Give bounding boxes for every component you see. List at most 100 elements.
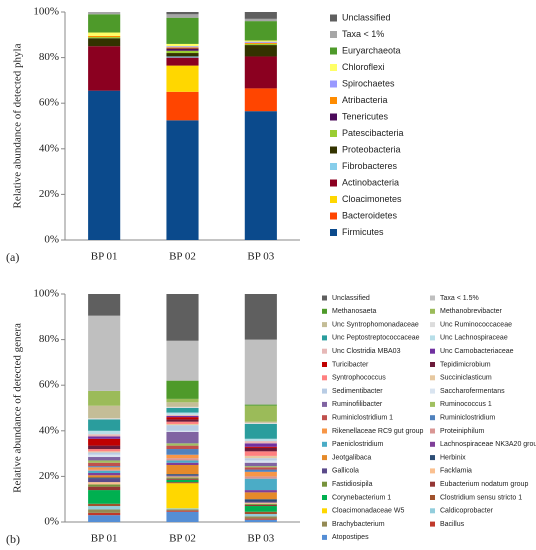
legend-swatch bbox=[322, 308, 327, 314]
bar-segment bbox=[166, 425, 199, 431]
y-tick-label: 100% bbox=[33, 6, 59, 18]
bar-segment bbox=[244, 423, 277, 439]
bar-segment bbox=[166, 414, 199, 416]
bar-segment bbox=[88, 90, 121, 240]
bar-segment bbox=[88, 515, 121, 522]
bar-segment bbox=[88, 490, 121, 504]
x-tick-label: BP 03 bbox=[247, 533, 274, 545]
legend-label: Herbinix bbox=[440, 454, 466, 461]
bar-segment bbox=[166, 509, 199, 511]
bar-segment bbox=[244, 339, 277, 405]
bar-segment bbox=[88, 469, 121, 471]
legend-swatch bbox=[430, 495, 435, 500]
legend-swatch bbox=[322, 415, 327, 421]
legend-label: Actinobacteria bbox=[342, 177, 399, 187]
bar-segment bbox=[244, 40, 277, 42]
bar-segment bbox=[166, 408, 199, 413]
y-tick-label: 60% bbox=[39, 97, 59, 109]
legend-label: Firmicutes bbox=[342, 227, 384, 237]
legend-swatch bbox=[330, 64, 337, 71]
legend-label: Unc Syntrophomonadaceae bbox=[332, 321, 419, 328]
legend-swatch bbox=[322, 508, 327, 514]
bar-segment bbox=[88, 434, 121, 437]
legend-label: Ruminofilibacter bbox=[332, 401, 383, 408]
bar-segment bbox=[166, 474, 199, 476]
legend-label: Eubacterium nodatum group bbox=[440, 481, 528, 488]
bar-segment bbox=[166, 65, 199, 92]
legend-swatch bbox=[330, 130, 337, 137]
legend-swatch bbox=[322, 534, 327, 540]
bar-segment bbox=[244, 111, 277, 241]
bar-segment bbox=[244, 43, 277, 46]
legend-swatch bbox=[322, 322, 327, 328]
y-tick-label: 80% bbox=[39, 51, 59, 63]
bar-segment bbox=[166, 483, 199, 509]
bar-segment bbox=[88, 506, 121, 510]
legend-swatch bbox=[430, 308, 435, 314]
bar-segment bbox=[88, 436, 121, 439]
legend-label: Tenericutes bbox=[342, 111, 389, 121]
bar-segment bbox=[88, 466, 121, 468]
bar-segment bbox=[166, 477, 199, 479]
legend-label: Unclassified bbox=[332, 295, 370, 302]
legend-swatch bbox=[330, 14, 337, 22]
legend-swatch bbox=[330, 113, 337, 121]
legend-swatch bbox=[322, 401, 327, 407]
bar-segment bbox=[166, 46, 199, 48]
bar-segment bbox=[166, 340, 199, 381]
bar-segment bbox=[244, 438, 277, 442]
legend-swatch bbox=[322, 375, 327, 381]
bar-segment bbox=[88, 14, 121, 33]
bar-segment bbox=[88, 38, 121, 47]
legend-swatch bbox=[430, 362, 435, 367]
bar-segment bbox=[166, 17, 199, 44]
x-tick-label: BP 01 bbox=[91, 251, 118, 263]
legend-label: Patescibacteria bbox=[342, 128, 404, 138]
legend-label: Methanobrevibacter bbox=[440, 308, 503, 315]
legend-label: Rikenellaceae RC9 gut group bbox=[332, 428, 424, 435]
legend-swatch bbox=[330, 80, 337, 88]
x-tick-label: BP 02 bbox=[169, 533, 196, 545]
legend-swatch bbox=[322, 441, 327, 447]
legend-swatch bbox=[330, 196, 337, 203]
bar-segment bbox=[88, 12, 121, 15]
legend-swatch bbox=[430, 322, 435, 328]
bar-segment bbox=[244, 466, 277, 468]
bar-segment bbox=[244, 56, 277, 89]
legend-label: Unc Carnobacteriaceae bbox=[440, 348, 514, 355]
bar-segment bbox=[244, 467, 277, 470]
bar-segment bbox=[244, 476, 277, 479]
bar-segment bbox=[88, 462, 121, 467]
panel-label: (a) bbox=[6, 250, 19, 264]
bar-segment bbox=[244, 446, 277, 448]
legend-label: Spirochaetes bbox=[342, 78, 395, 88]
legend-swatch bbox=[430, 295, 435, 301]
bar-segment bbox=[166, 91, 199, 121]
bar-segment bbox=[166, 430, 199, 432]
bar-segment bbox=[88, 503, 121, 507]
bar-segment bbox=[166, 462, 199, 465]
legend-label: Cloacimonadaceae W5 bbox=[332, 508, 404, 515]
legend-label: Tepidimicrobium bbox=[440, 361, 491, 368]
bar-segment bbox=[166, 465, 199, 475]
bar-segment bbox=[88, 457, 121, 461]
bar-segment bbox=[88, 451, 121, 453]
y-tick-label: 40% bbox=[39, 142, 59, 154]
legend-label: Unc Peptostreptococcaceae bbox=[332, 335, 420, 342]
bar-segment bbox=[244, 499, 277, 502]
legend-swatch bbox=[322, 468, 327, 474]
legend-swatch bbox=[330, 212, 337, 220]
legend-swatch bbox=[430, 348, 435, 354]
bar-segment bbox=[88, 486, 121, 491]
bar-segment bbox=[244, 492, 277, 500]
legend-label: Sedimentibacter bbox=[332, 388, 383, 395]
y-tick-label: 0% bbox=[44, 516, 59, 528]
y-tick-label: 20% bbox=[39, 470, 59, 482]
bar-segment bbox=[166, 511, 199, 522]
legend-swatch bbox=[430, 481, 435, 487]
bar-segment bbox=[166, 415, 199, 418]
bar-segment bbox=[244, 504, 277, 507]
legend-swatch bbox=[322, 495, 327, 500]
legend-swatch bbox=[322, 481, 327, 487]
bar-segment bbox=[88, 315, 121, 391]
